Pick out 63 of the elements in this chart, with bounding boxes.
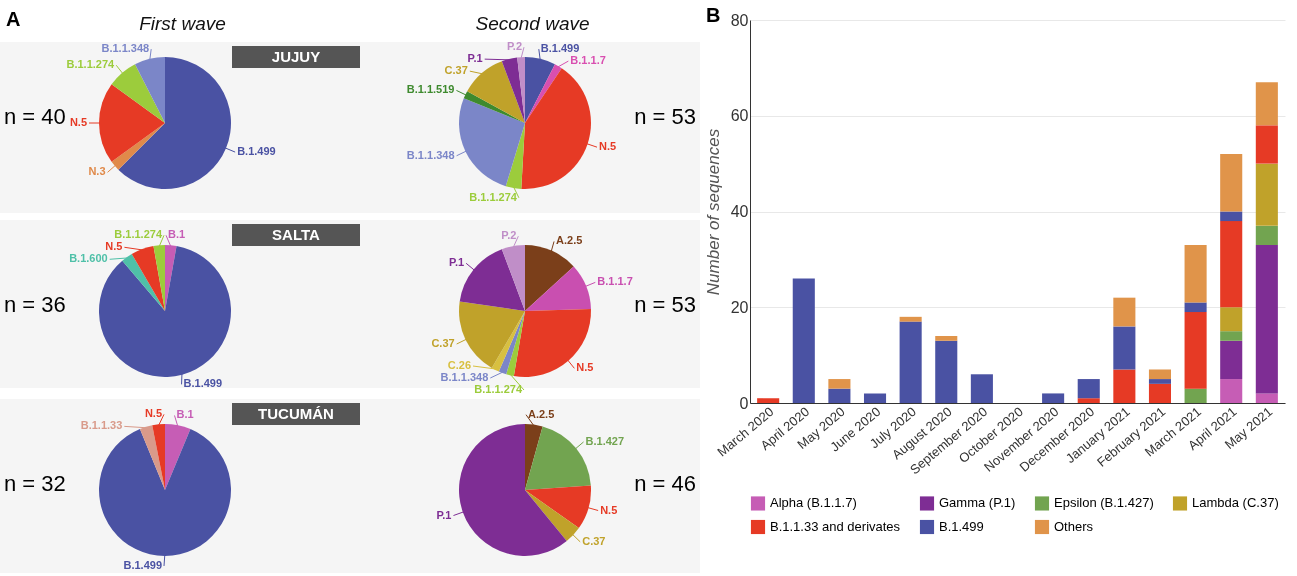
- slice-label: A.2.5: [556, 234, 583, 247]
- text: B: [706, 4, 721, 27]
- text: TUCUMÁN: [232, 403, 360, 425]
- y-tick-label: 80: [730, 11, 749, 29]
- slice-label: B.1.1.274: [66, 58, 116, 71]
- chart-title: Second wave: [475, 13, 590, 34]
- slice-label: B.1.1.274: [474, 383, 523, 395]
- slice-label: B.1.499: [123, 559, 162, 571]
- text: n = 53: [634, 292, 696, 317]
- legend-label: Others: [1054, 519, 1094, 534]
- slice-label: B.1.499: [540, 42, 580, 55]
- slice-label: B.1.1.348: [440, 371, 489, 383]
- legend-label: Lambda (C.37): [1192, 495, 1279, 511]
- slice-label: B.1.1.7: [597, 275, 633, 288]
- slice-label: B.1: [176, 408, 194, 421]
- slice-label: N.5: [576, 361, 594, 374]
- y-tick-label: 20: [730, 298, 749, 316]
- legend-label: Alpha (B.1.1.7): [770, 495, 857, 511]
- slice-label: B.1.1.519: [406, 83, 455, 96]
- slice-label: N.5: [105, 240, 123, 253]
- text: SALTA: [232, 224, 360, 246]
- slice-label: P.2: [506, 40, 522, 53]
- y-axis-title: Number of sequences: [703, 128, 723, 296]
- text: n = 36: [4, 292, 66, 317]
- text: n = 32: [4, 471, 66, 496]
- slice-label: P.2: [501, 229, 517, 242]
- legend-label: Gamma (P.1): [939, 495, 1016, 511]
- slice-label: B.1.1.274: [469, 190, 518, 203]
- slice-label: B.1.499: [183, 377, 223, 390]
- y-tick-label: 40: [730, 203, 749, 220]
- slice-label: C.37: [444, 64, 468, 77]
- slice-label: B.1.499: [237, 145, 276, 158]
- slice-label: B.1: [168, 228, 186, 241]
- slice-label: C.37: [431, 337, 455, 350]
- slice-label: C.26: [447, 359, 472, 371]
- slice-label: P.1: [467, 52, 483, 65]
- text: n = 46: [634, 471, 696, 496]
- slice-label: B.1.1.274: [114, 228, 163, 241]
- legend-label: Epsilon (B.1.427): [1054, 495, 1154, 511]
- slice-label: P.1: [449, 256, 465, 269]
- text: n = 53: [634, 104, 696, 129]
- chart-title: First wave: [139, 13, 226, 34]
- slice-label: B.1.1.348: [406, 148, 455, 161]
- slice-label: N.5: [599, 140, 617, 153]
- slice-label: P.1: [436, 508, 452, 521]
- slice-label: A.2.5: [528, 407, 555, 420]
- slice-label: B.1.1.33: [80, 419, 123, 432]
- legend-label: B.1.1.33 and derivates: [770, 519, 901, 534]
- slice-label: B.1.1.7: [570, 54, 606, 67]
- text: A: [6, 8, 21, 31]
- slice-label: N.5: [600, 503, 618, 516]
- slice-label: N.3: [88, 165, 106, 178]
- chart-subtitle: JUJUY: [232, 46, 360, 68]
- y-tick-label: 60: [730, 107, 749, 125]
- slice-label: C.37: [582, 534, 606, 547]
- legend-label: B.1.499: [939, 519, 984, 534]
- slice-label: B.1.1.348: [101, 42, 150, 55]
- text: n = 40: [4, 104, 66, 129]
- slice-label: B.1.600: [69, 252, 108, 265]
- slice-label: B.1.427: [585, 434, 625, 447]
- slice-label: N.5: [144, 407, 162, 420]
- y-tick-label: 0: [739, 394, 749, 412]
- slice-label: N.5: [69, 116, 87, 128]
